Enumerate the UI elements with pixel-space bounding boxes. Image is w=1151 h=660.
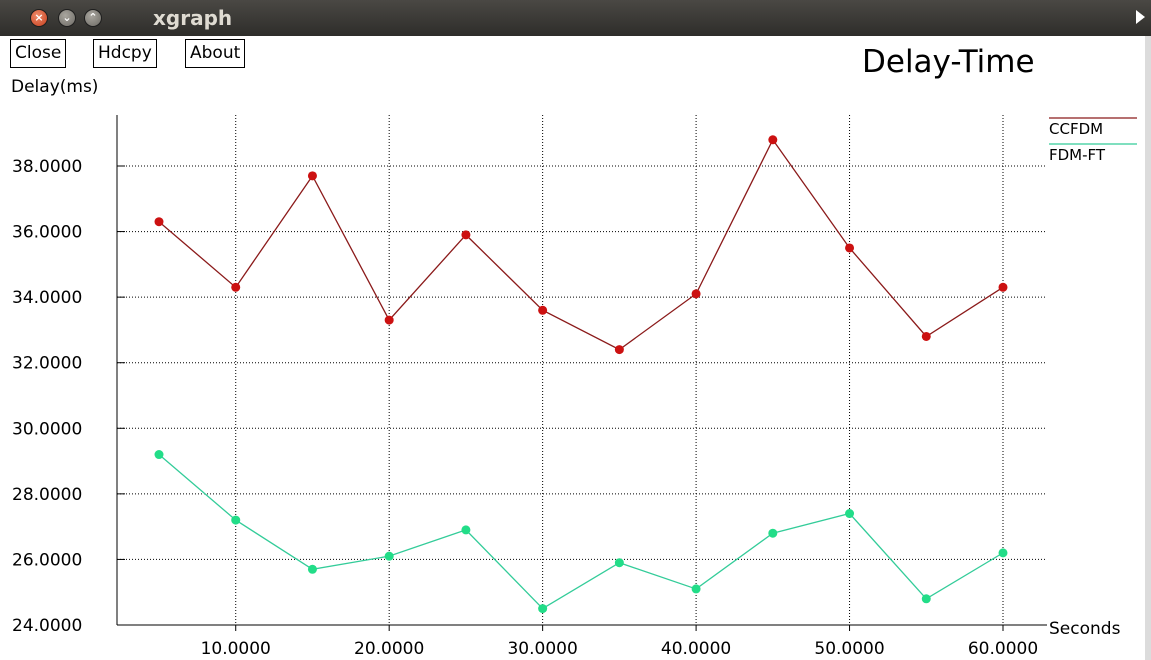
window-minimize-icon[interactable]: ⌄	[58, 9, 76, 27]
legend-entry: CCFDM	[1049, 120, 1103, 138]
data-point	[461, 230, 471, 240]
y-tick-label: 36.0000	[12, 223, 82, 243]
chart-title: Delay-Time	[862, 44, 1035, 80]
data-point	[691, 289, 701, 299]
series-line-ccfdm	[158, 138, 1004, 351]
y-tick-label: 26.0000	[12, 550, 82, 570]
data-point	[384, 551, 394, 561]
legend-entry: FDM-FT	[1049, 146, 1106, 164]
x-tick-label: 60.0000	[968, 639, 1038, 659]
y-tick-label: 34.0000	[12, 288, 82, 308]
y-tick-label: 38.0000	[12, 157, 82, 177]
series-line-fdm-ft	[158, 454, 1004, 610]
y-tick-label: 24.0000	[12, 616, 82, 636]
close-button[interactable]: Close	[10, 39, 67, 68]
x-tick-label: 20.0000	[354, 639, 424, 659]
data-point	[921, 331, 931, 341]
window-titlebar: × ⌄ ⌃ xgraph	[0, 0, 1151, 36]
x-tick-label: 30.0000	[507, 639, 577, 659]
data-point	[845, 509, 855, 519]
data-point	[231, 282, 241, 292]
data-point	[614, 558, 624, 568]
data-point	[154, 217, 164, 227]
data-point	[307, 171, 317, 181]
data-point	[768, 528, 778, 538]
data-point	[921, 594, 931, 604]
hdcpy-button[interactable]: Hdcpy	[93, 39, 157, 68]
data-point	[691, 584, 701, 594]
window-title: xgraph	[153, 6, 233, 30]
data-point	[231, 515, 241, 525]
data-point	[614, 345, 624, 355]
data-point	[154, 450, 164, 460]
data-point	[538, 305, 548, 315]
y-tick-label: 28.0000	[12, 485, 82, 505]
data-point	[768, 135, 778, 145]
data-point	[845, 243, 855, 253]
x-tick-label: 40.0000	[661, 639, 731, 659]
data-point	[461, 525, 471, 535]
x-tick-label: 10.0000	[201, 639, 271, 659]
about-button[interactable]: About	[185, 39, 246, 68]
y-tick-label: 30.0000	[12, 419, 82, 439]
window-maximize-icon[interactable]: ⌃	[84, 9, 102, 27]
data-point	[998, 548, 1008, 558]
x-tick-label: 50.0000	[814, 639, 884, 659]
y-axis-label: Delay(ms)	[11, 77, 99, 97]
x-axis-label: Seconds	[1049, 619, 1121, 639]
data-point	[384, 315, 394, 325]
y-tick-label: 32.0000	[12, 354, 82, 374]
window-close-icon[interactable]: ×	[30, 9, 48, 27]
data-point	[307, 564, 317, 574]
data-point	[998, 282, 1008, 292]
window-border	[1145, 36, 1151, 660]
mouse-cursor-icon	[1136, 10, 1145, 24]
data-point	[538, 604, 548, 614]
